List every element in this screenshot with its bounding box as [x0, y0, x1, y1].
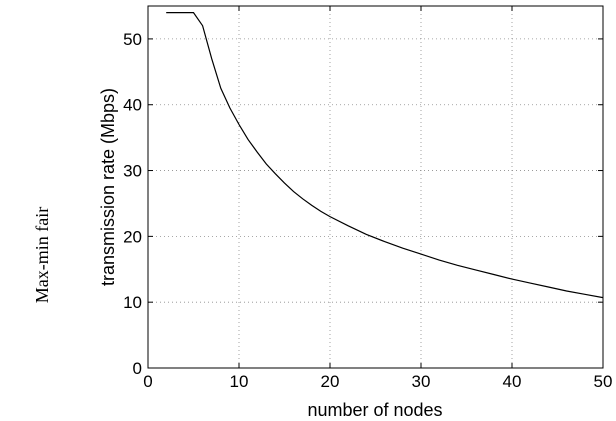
x-tick-label: 20	[321, 372, 340, 391]
y-tick-label: 50	[123, 30, 142, 49]
y-tick-label: 20	[123, 227, 142, 246]
y-tick-label: 40	[123, 96, 142, 115]
series-line	[166, 12, 604, 299]
x-tick-label: 40	[503, 372, 522, 391]
y-tick-label: 0	[133, 359, 142, 378]
y-axis-title: transmission rate (Mbps)	[98, 88, 118, 286]
y-tick-label: 30	[123, 162, 142, 181]
x-axis-title: number of nodes	[307, 400, 442, 420]
x-tick-label: 30	[412, 372, 431, 391]
x-tick-label: 50	[594, 372, 613, 391]
ticks: 0 10 20 30 40 50 0 10 20 30 40 50	[123, 6, 612, 391]
plot-area	[147, 5, 604, 369]
row-label: Max-min fair	[32, 207, 52, 303]
y-tick-label: 10	[123, 293, 142, 312]
x-tick-label: 0	[143, 372, 152, 391]
grid	[148, 6, 603, 368]
x-tick-label: 10	[230, 372, 249, 391]
